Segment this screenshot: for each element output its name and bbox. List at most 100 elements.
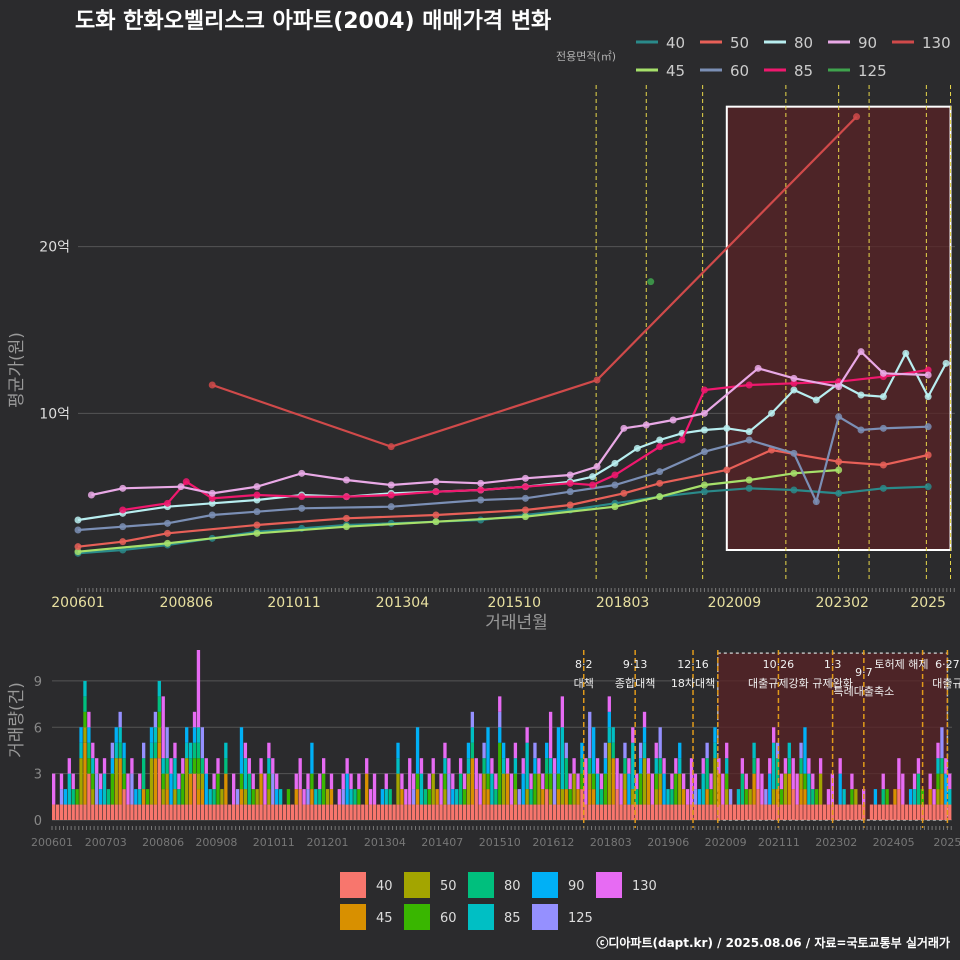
bar-segment-125: [165, 727, 169, 759]
bar-segment-130: [302, 789, 306, 805]
bar-segment-40: [642, 804, 647, 820]
bar-segment-130: [349, 773, 353, 790]
data-point-90: [521, 474, 529, 482]
bar-segment-50: [537, 773, 541, 805]
bar-segment-40: [736, 804, 741, 820]
bar-segment-40: [145, 804, 150, 820]
bar-segment-40: [75, 804, 79, 820]
data-point-50: [835, 458, 843, 466]
data-point-60: [163, 519, 171, 527]
bar-segment-40: [224, 804, 228, 820]
bar-x-tick-label: 200703: [85, 836, 127, 849]
bar-segment-40: [490, 804, 494, 820]
bar-segment-40: [427, 804, 431, 820]
bar-segment-40: [165, 804, 169, 820]
policy-annotation-date: 12·16: [677, 658, 709, 671]
data-point-90: [593, 463, 601, 471]
bar-segment-85: [666, 789, 670, 805]
bar-segment-125: [142, 742, 146, 759]
bar-segment-60: [815, 789, 819, 805]
bar-segment-130: [59, 773, 64, 790]
bar-legend-label-80: 80: [504, 879, 521, 894]
data-point-50: [723, 466, 731, 474]
bar-segment-40: [384, 804, 388, 820]
bar-segment-45: [556, 789, 561, 805]
bar-segment-50: [525, 789, 529, 805]
bar-segment-130: [271, 758, 275, 774]
bar-segment-90: [638, 758, 643, 774]
bar-segment-40: [95, 804, 99, 820]
bar-segment-50: [725, 789, 729, 805]
data-point-40: [924, 483, 932, 491]
bar-segment-130: [584, 758, 588, 805]
bar-x-tick-label: 200908: [195, 836, 237, 849]
bar-segment-45: [682, 789, 686, 805]
bar-segment-50: [482, 773, 486, 790]
bar-segment-40: [592, 804, 596, 820]
bar-segment-130: [98, 773, 103, 790]
bar-segment-90: [533, 758, 537, 774]
bar-segment-60: [91, 773, 95, 790]
bar-segment-60: [122, 773, 126, 790]
bar-segment-130: [427, 773, 431, 790]
bar-legend-label-40: 40: [376, 879, 393, 894]
bar-segment-90: [396, 742, 400, 759]
bar-segment-80: [740, 773, 745, 805]
bar-segment-130: [807, 758, 811, 774]
bar-segment-60: [674, 773, 678, 805]
policy-annotation-date: 1·3: [824, 658, 842, 671]
data-point-90: [177, 483, 185, 491]
bar-segment-45: [196, 789, 201, 805]
bar-segment-130: [91, 742, 95, 759]
bar-segment-90: [310, 742, 314, 774]
data-point-125: [647, 278, 655, 286]
bar-segment-90: [873, 789, 878, 805]
bar-segment-130: [654, 742, 658, 759]
bar-segment-85: [161, 758, 165, 774]
bar-segment-40: [944, 804, 948, 820]
bar-segment-85: [185, 742, 189, 759]
bar-segment-85: [470, 727, 475, 743]
bar-segment-50: [443, 789, 447, 805]
bar-segment-50: [678, 773, 682, 805]
bar-segment-60: [322, 773, 326, 805]
bar-segment-40: [607, 804, 611, 820]
bar-segment-60: [75, 789, 79, 805]
bar-segment-85: [114, 742, 118, 759]
bar-segment-85: [224, 742, 228, 759]
bar-segment-50: [502, 773, 506, 805]
bar-segment-80: [165, 758, 169, 774]
x-tick-label: 200806: [160, 595, 214, 611]
data-point-40: [700, 488, 708, 496]
bar-segment-40: [713, 804, 717, 820]
bar-segment-40: [142, 804, 146, 820]
bar-segment-85: [548, 758, 553, 774]
data-point-85: [678, 436, 686, 444]
bar-segment-85: [349, 789, 353, 805]
bar-segment-60: [654, 773, 658, 790]
data-point-85: [342, 493, 350, 501]
data-point-60: [119, 523, 127, 531]
bar-segment-90: [678, 742, 682, 759]
bar-segment-40: [243, 804, 248, 820]
bar-segment-40: [842, 804, 846, 820]
bar-segment-50: [713, 758, 717, 805]
data-point-90: [387, 481, 395, 489]
legend-label-80: 80: [794, 34, 813, 52]
bar-segment-40: [799, 804, 803, 820]
bar-segment-40: [756, 789, 760, 820]
bar-segment-45: [893, 789, 897, 805]
bar-segment-40: [552, 804, 557, 820]
bar-segment-90: [98, 789, 103, 805]
bar-segment-50: [114, 758, 118, 805]
bar-segment-40: [623, 804, 627, 820]
bar-segment-50: [185, 758, 189, 805]
bar-segment-130: [419, 758, 424, 774]
data-point-50: [656, 479, 664, 487]
bar-segment-40: [400, 804, 404, 820]
bar-segment-40: [721, 804, 725, 820]
bar-segment-45: [400, 789, 404, 805]
bar-segment-80: [635, 789, 639, 805]
data-point-60: [208, 511, 216, 519]
data-point-80: [208, 499, 216, 507]
